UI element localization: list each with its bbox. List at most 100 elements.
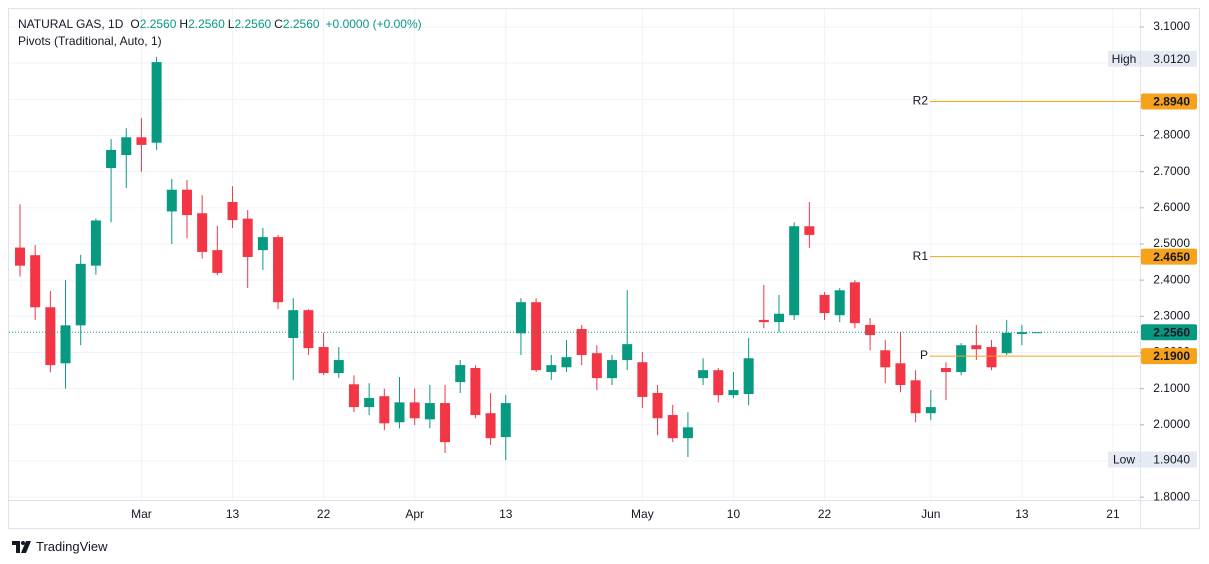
candle-body [485,413,496,439]
candle-body [15,247,25,266]
candle-body [45,307,56,366]
candle-body [273,237,284,303]
candle-body [561,357,572,368]
candle-body [531,302,542,371]
ohlc-key: L [227,17,235,31]
indicator-name: Pivots (Traditional, Auto, 1) [18,34,162,48]
candle-body [925,407,936,414]
x-tick-label: 22 [818,507,832,521]
y-tick-label: 3.1000 [1153,19,1190,33]
pivot-name: R1 [913,249,929,263]
y-tick-label: 2.8000 [1153,128,1190,142]
candle-body [440,403,451,443]
y-tick-label: 2.1000 [1153,381,1190,395]
x-tick-label: 13 [226,507,240,521]
candle-body [1016,332,1027,335]
candle-body [1001,332,1012,354]
candle-body [667,415,678,439]
y-tick-label: 2.7000 [1153,164,1190,178]
last-price-label: 2.2560 [1153,325,1190,339]
candle-body [181,189,192,216]
candle-body [849,282,860,324]
range-name: Low [1113,453,1135,467]
pivot-name: P [920,348,928,362]
candle-body [682,427,693,439]
candle-body [774,313,784,323]
candle-body [409,402,420,419]
ohlc-value: 2.2560 [139,17,177,31]
pivot-price-box [1141,93,1197,110]
candle-body [242,218,253,257]
candle-body [136,137,147,145]
change: +0.0000 (+0.00%) [325,17,422,31]
y-tick-label: 2.6000 [1153,200,1190,214]
candle-body [865,324,876,336]
candle-body [515,302,526,334]
range-price: 3.0120 [1153,52,1190,66]
range-name-box [1108,50,1140,67]
x-tick-label: 10 [727,507,741,521]
pivot-price-label: 2.4650 [1153,250,1190,264]
range-name-box [1108,451,1140,468]
candle-body [30,255,41,308]
logo [12,540,31,553]
candle-body [1032,332,1043,334]
candle-body [121,137,132,156]
candle-body [500,403,511,438]
x-tick-label: May [631,507,654,521]
candle-body [379,396,390,424]
candle-body [166,189,177,212]
chart-frame [8,8,1200,529]
ohlc-key: H [179,17,189,31]
x-tick-label: Jun [921,507,940,521]
last-price-box [1141,324,1197,341]
footer[interactable]: TradingView [12,539,108,554]
candle-body [318,347,329,374]
candle-body [895,363,906,386]
pivot-name: R2 [913,94,929,108]
brand: TradingView [36,539,108,554]
candle-body [394,402,405,423]
pivot-price-box [1141,248,1197,265]
y-tick-label: 2.0000 [1153,417,1190,431]
pivot-price-label: 2.8940 [1153,95,1190,109]
candle-body [75,263,86,326]
y-tick-label: 2.4000 [1153,272,1190,286]
candle-body [455,365,466,383]
candle-body [758,319,769,323]
x-tick-label: Apr [405,507,424,521]
candle-body [789,226,800,316]
candle-body [288,310,299,338]
legend: NATURAL GAS, 1D O2.2560 H2.2560 L2.2560 C2.2… [18,16,425,50]
symbol-title: NATURAL GAS, 1D [18,17,124,31]
candle-body [227,202,238,221]
candle-body [652,392,663,419]
candle-body [956,345,967,372]
candle-body [698,370,709,379]
range-name: High [1112,52,1137,66]
candle-body [257,237,268,251]
ohlc-value: 2.2560 [234,17,272,31]
x-tick-label: Mar [131,507,152,521]
candle-body [834,290,845,316]
candle-body [333,360,344,374]
candle-body [348,384,359,408]
range-price: 1.9040 [1153,453,1190,467]
ohlc-value: 2.2560 [188,17,225,31]
range-price-box [1141,451,1197,468]
candle-body [212,250,223,273]
range-price-box [1141,50,1197,67]
candle-body [637,362,648,397]
candle-body [151,62,162,143]
candle-body [106,149,117,169]
candle-body [424,403,435,420]
candle-body [804,226,815,235]
pivot-price-box [1141,348,1197,365]
candle-body [819,294,830,314]
x-tick-label: 22 [317,507,331,521]
y-tick-label: 2.5000 [1153,236,1190,250]
ohlc-key: C [274,17,283,31]
candle-body [90,220,101,266]
candle-body [622,344,633,361]
candle-body [971,345,982,350]
